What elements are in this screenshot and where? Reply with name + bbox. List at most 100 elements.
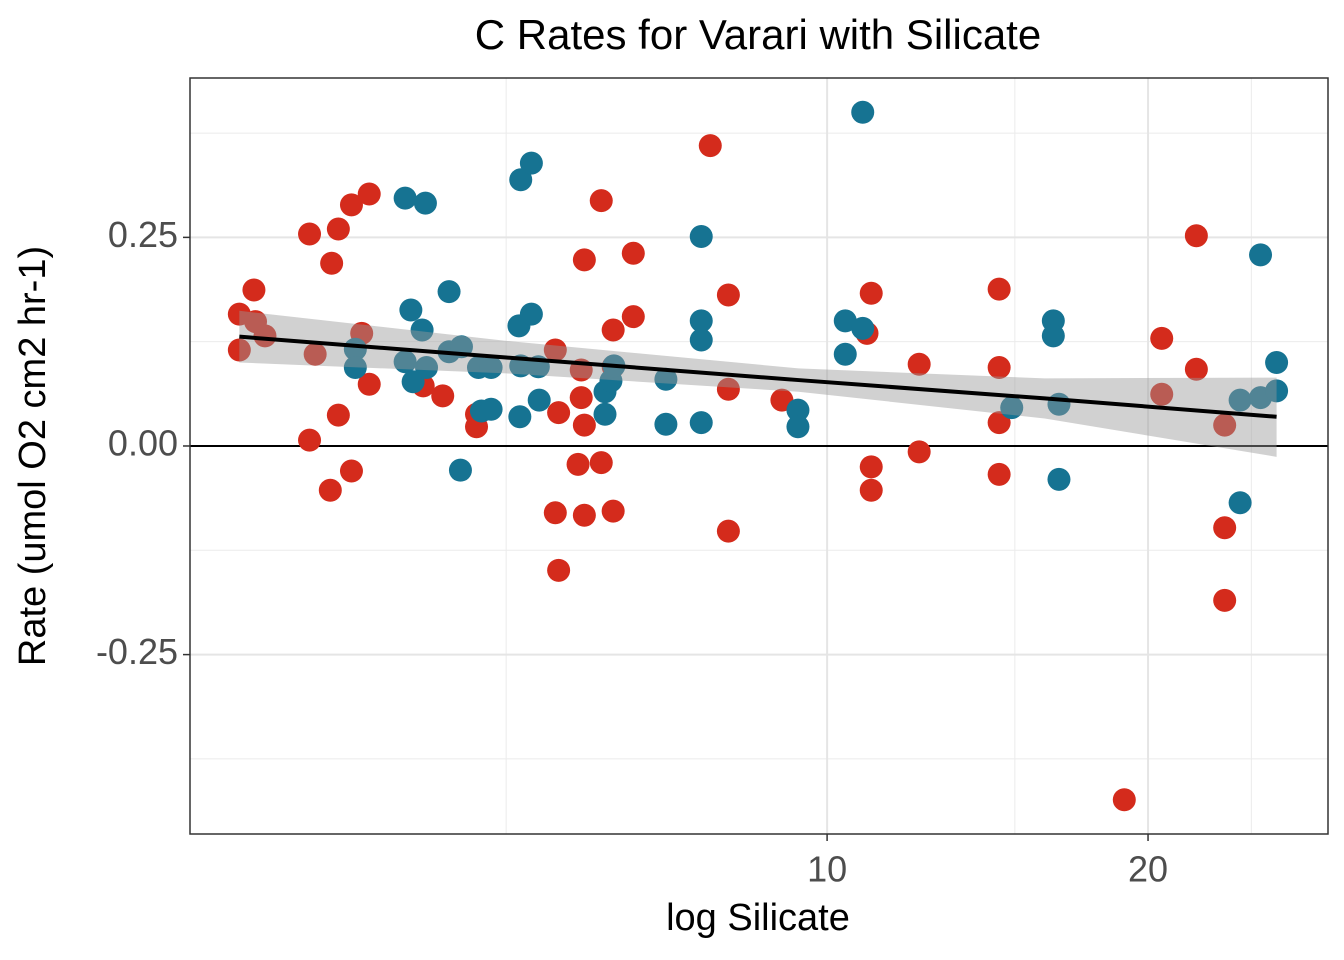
point (987, 356, 1011, 380)
point (1228, 388, 1252, 412)
point (339, 459, 363, 483)
point (253, 324, 277, 348)
point (833, 309, 857, 333)
point (1000, 396, 1024, 420)
point (689, 225, 713, 249)
point (987, 277, 1011, 301)
point (1047, 467, 1071, 491)
point (654, 412, 678, 436)
point (1213, 588, 1237, 612)
point (339, 193, 363, 217)
point (318, 478, 342, 502)
point (1249, 243, 1273, 267)
point (569, 386, 593, 410)
point (509, 168, 533, 192)
point (601, 318, 625, 342)
point (298, 428, 322, 452)
point (859, 455, 883, 479)
point (859, 281, 883, 305)
point (547, 401, 571, 425)
point (851, 316, 875, 340)
point (227, 338, 251, 362)
point (437, 280, 461, 304)
point (987, 411, 1011, 435)
point (689, 309, 713, 333)
point (393, 186, 417, 210)
point (833, 342, 857, 366)
x-tick-label: 10 (807, 849, 847, 890)
point (589, 189, 613, 213)
point (357, 372, 381, 396)
point (547, 558, 571, 582)
point (689, 411, 713, 435)
point (907, 440, 931, 464)
point (527, 388, 551, 412)
point (589, 451, 613, 475)
point (689, 328, 713, 352)
y-tick-label: -0.25 (96, 631, 178, 672)
point (1213, 516, 1237, 540)
point (907, 352, 931, 376)
point (716, 519, 740, 543)
point (1265, 351, 1289, 375)
point (519, 151, 543, 175)
point (326, 217, 350, 241)
point (572, 503, 596, 527)
x-tick-label: 20 (1128, 849, 1168, 890)
point (1228, 491, 1252, 515)
point (601, 499, 625, 523)
point (786, 398, 810, 422)
point (1213, 413, 1237, 437)
point (410, 318, 434, 342)
chart-title: C Rates for Varari with Silicate (475, 11, 1041, 58)
point (987, 462, 1011, 486)
point (621, 241, 645, 265)
x-axis-label: log Silicate (666, 897, 850, 939)
point (593, 402, 617, 426)
y-tick-label: 0.25 (108, 214, 178, 255)
point (566, 452, 590, 476)
point (543, 338, 567, 362)
point (621, 305, 645, 329)
point (572, 413, 596, 437)
point (393, 350, 417, 374)
y-tick-label: 0.00 (108, 423, 178, 464)
point (479, 356, 503, 380)
point (320, 251, 344, 275)
fit-line (239, 334, 1277, 419)
point (786, 415, 810, 439)
point (716, 283, 740, 307)
point (698, 134, 722, 158)
point (1112, 788, 1136, 812)
point (303, 342, 327, 366)
point (1150, 382, 1174, 406)
point (298, 222, 322, 246)
point (479, 397, 503, 421)
point (357, 182, 381, 206)
y-axis-label: Rate (umol O2 cm2 hr-1) (12, 246, 54, 666)
point (519, 302, 543, 326)
point (859, 478, 883, 502)
point (326, 403, 350, 427)
point (431, 384, 455, 408)
point (1265, 379, 1289, 403)
point (415, 356, 439, 380)
point (543, 501, 567, 525)
point (508, 405, 532, 429)
point (1184, 357, 1208, 381)
point (448, 458, 472, 482)
point (413, 191, 437, 215)
point (572, 248, 596, 272)
point (1184, 224, 1208, 248)
confidence-band (239, 310, 1277, 457)
panel-border (189, 77, 1329, 835)
point (716, 377, 740, 401)
point (343, 356, 367, 380)
point (851, 100, 875, 124)
point (654, 367, 678, 391)
point (399, 298, 423, 322)
point (242, 278, 266, 302)
point (1150, 326, 1174, 350)
